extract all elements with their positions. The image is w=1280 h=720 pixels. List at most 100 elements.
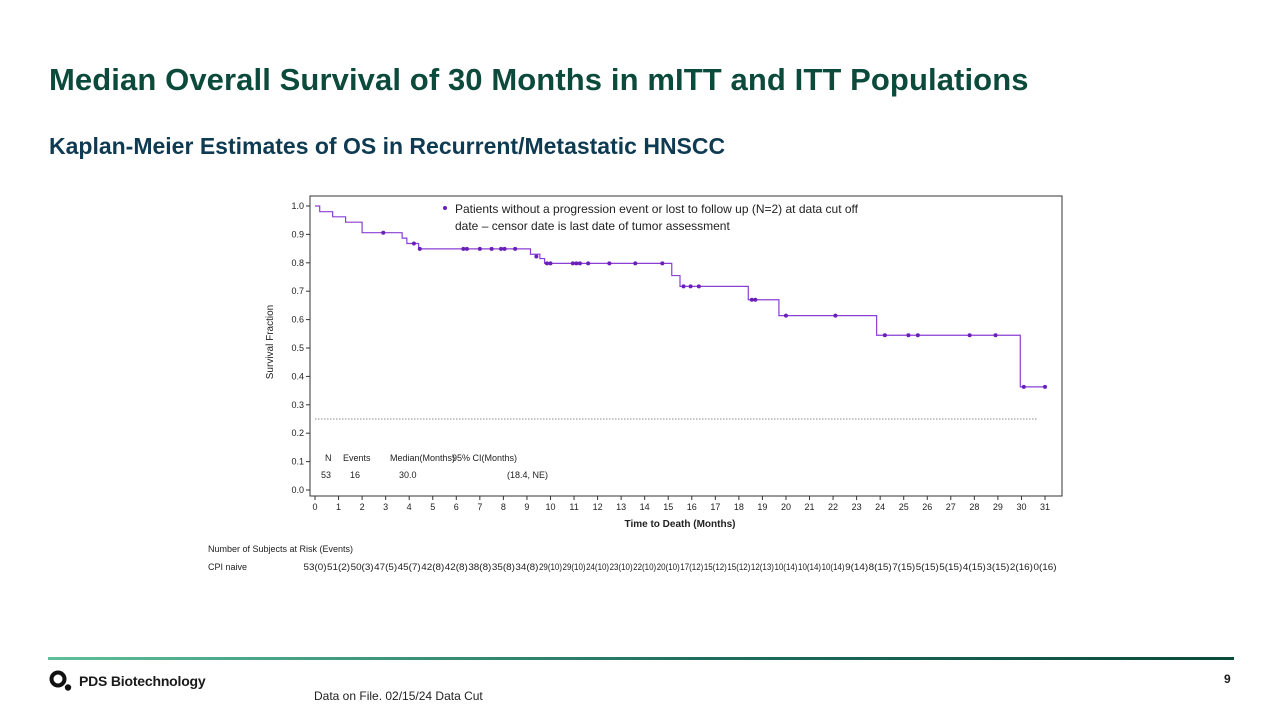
at-risk-value: 42(8) [445,562,468,572]
page-number: 9 [1224,672,1231,686]
censor-mark [489,246,494,251]
censor-mark [688,284,693,289]
x-tick-label: 3 [383,502,388,512]
x-tick-label: 13 [616,502,626,512]
censor-mark [570,261,575,266]
censor-mark [417,246,422,251]
company-logo: PDS Biotechnology [49,670,206,692]
censor-mark [574,261,579,266]
at-risk-value: 15(12) [704,562,727,572]
at-risk-value: 45(7) [398,562,421,572]
censor-mark [477,246,482,251]
stats-header: N [325,453,332,463]
x-tick-label: 15 [663,502,673,512]
y-tick-label: 1.0 [291,201,304,211]
at-risk-value: 15(12) [727,562,750,572]
x-tick-label: 12 [593,502,603,512]
x-tick-label: 19 [757,502,767,512]
censor-mark [577,261,582,266]
at-risk-value: 22(10) [633,562,656,572]
at-risk-value: 51(2) [327,562,350,572]
at-risk-value: 12(13) [751,562,774,572]
at-risk-value: 29(10) [563,562,586,572]
x-tick-label: 18 [734,502,744,512]
at-risk-value: 35(8) [492,562,515,572]
at-risk-value: 8(15) [869,562,892,572]
censor-mark [783,313,788,318]
x-tick-label: 29 [993,502,1003,512]
stats-value: 16 [350,470,360,480]
x-tick-label: 31 [1040,502,1050,512]
censor-mark [461,246,466,251]
x-tick-label: 16 [687,502,697,512]
at-risk-value: 20(10) [657,562,680,572]
x-tick-label: 17 [710,502,720,512]
x-tick-label: 0 [312,502,317,512]
x-tick-label: 10 [545,502,555,512]
legend-text-line2: date – censor date is last date of tumor… [455,219,730,233]
x-tick-label: 20 [781,502,791,512]
at-risk-value: 17(12) [680,562,703,572]
x-tick-label: 11 [569,502,578,512]
page-title: Median Overall Survival of 30 Months in … [49,62,1029,97]
stats-header: Median(Months) [390,453,455,463]
y-tick-label: 0.0 [291,485,304,495]
x-tick-label: 6 [454,502,459,512]
x-tick-label: 2 [360,502,365,512]
censor-mark [464,246,469,251]
x-tick-label: 28 [969,502,979,512]
footer-divider [48,657,1234,660]
legend-text-line1: Patients without a progression event or … [455,202,859,216]
x-tick-label: 24 [875,502,885,512]
censor-mark [906,333,911,338]
censor-mark [993,333,998,338]
censor-mark [753,297,758,302]
at-risk-group-label: CPI naive [208,562,248,572]
legend-marker [443,206,447,210]
at-risk-value: 53(0) [304,562,327,572]
at-risk-value: 47(5) [374,562,397,572]
x-axis-label: Time to Death (Months) [625,519,736,530]
censor-mark [749,297,754,302]
x-tick-label: 21 [805,502,815,512]
x-tick-label: 30 [1016,502,1026,512]
at-risk-value: 42(8) [421,562,444,572]
x-tick-label: 9 [524,502,529,512]
y-tick-label: 0.3 [291,400,304,410]
logo-icon [49,670,72,691]
at-risk-value: 9(14) [845,562,868,572]
at-risk-title: Number of Subjects at Risk (Events) [208,544,354,554]
at-risk-value: 2(16) [1010,562,1033,572]
censor-mark [967,333,972,338]
at-risk-value: 10(14) [798,562,821,572]
x-tick-label: 14 [640,502,650,512]
censor-mark [607,261,612,266]
at-risk-value: 23(10) [610,562,633,572]
x-tick-label: 1 [336,502,341,512]
at-risk-value: 10(14) [774,562,797,572]
stats-value: 30.0 [399,470,417,480]
plot-frame [309,195,1063,497]
y-tick-label: 0.5 [291,343,304,353]
at-risk-value: 34(8) [515,562,538,572]
at-risk-value: 7(15) [892,562,915,572]
censor-mark [660,261,665,266]
censor-mark [499,246,504,251]
y-tick-label: 0.4 [291,371,304,381]
x-tick-label: 22 [828,502,838,512]
company-name: PDS Biotechnology [79,673,206,689]
y-tick-label: 0.2 [291,428,304,438]
y-tick-label: 0.6 [291,315,304,325]
at-risk-value: 10(14) [822,562,845,572]
at-risk-value: 5(15) [939,562,962,572]
x-tick-label: 25 [899,502,909,512]
x-tick-label: 23 [852,502,862,512]
x-tick-label: 8 [501,502,506,512]
x-tick-label: 5 [430,502,435,512]
censor-mark [381,230,386,235]
y-tick-label: 0.1 [291,457,304,467]
at-risk-value: 29(10) [539,562,562,572]
censor-mark [411,241,416,246]
at-risk-value: 0(16) [1034,562,1057,572]
censor-mark [544,261,549,266]
